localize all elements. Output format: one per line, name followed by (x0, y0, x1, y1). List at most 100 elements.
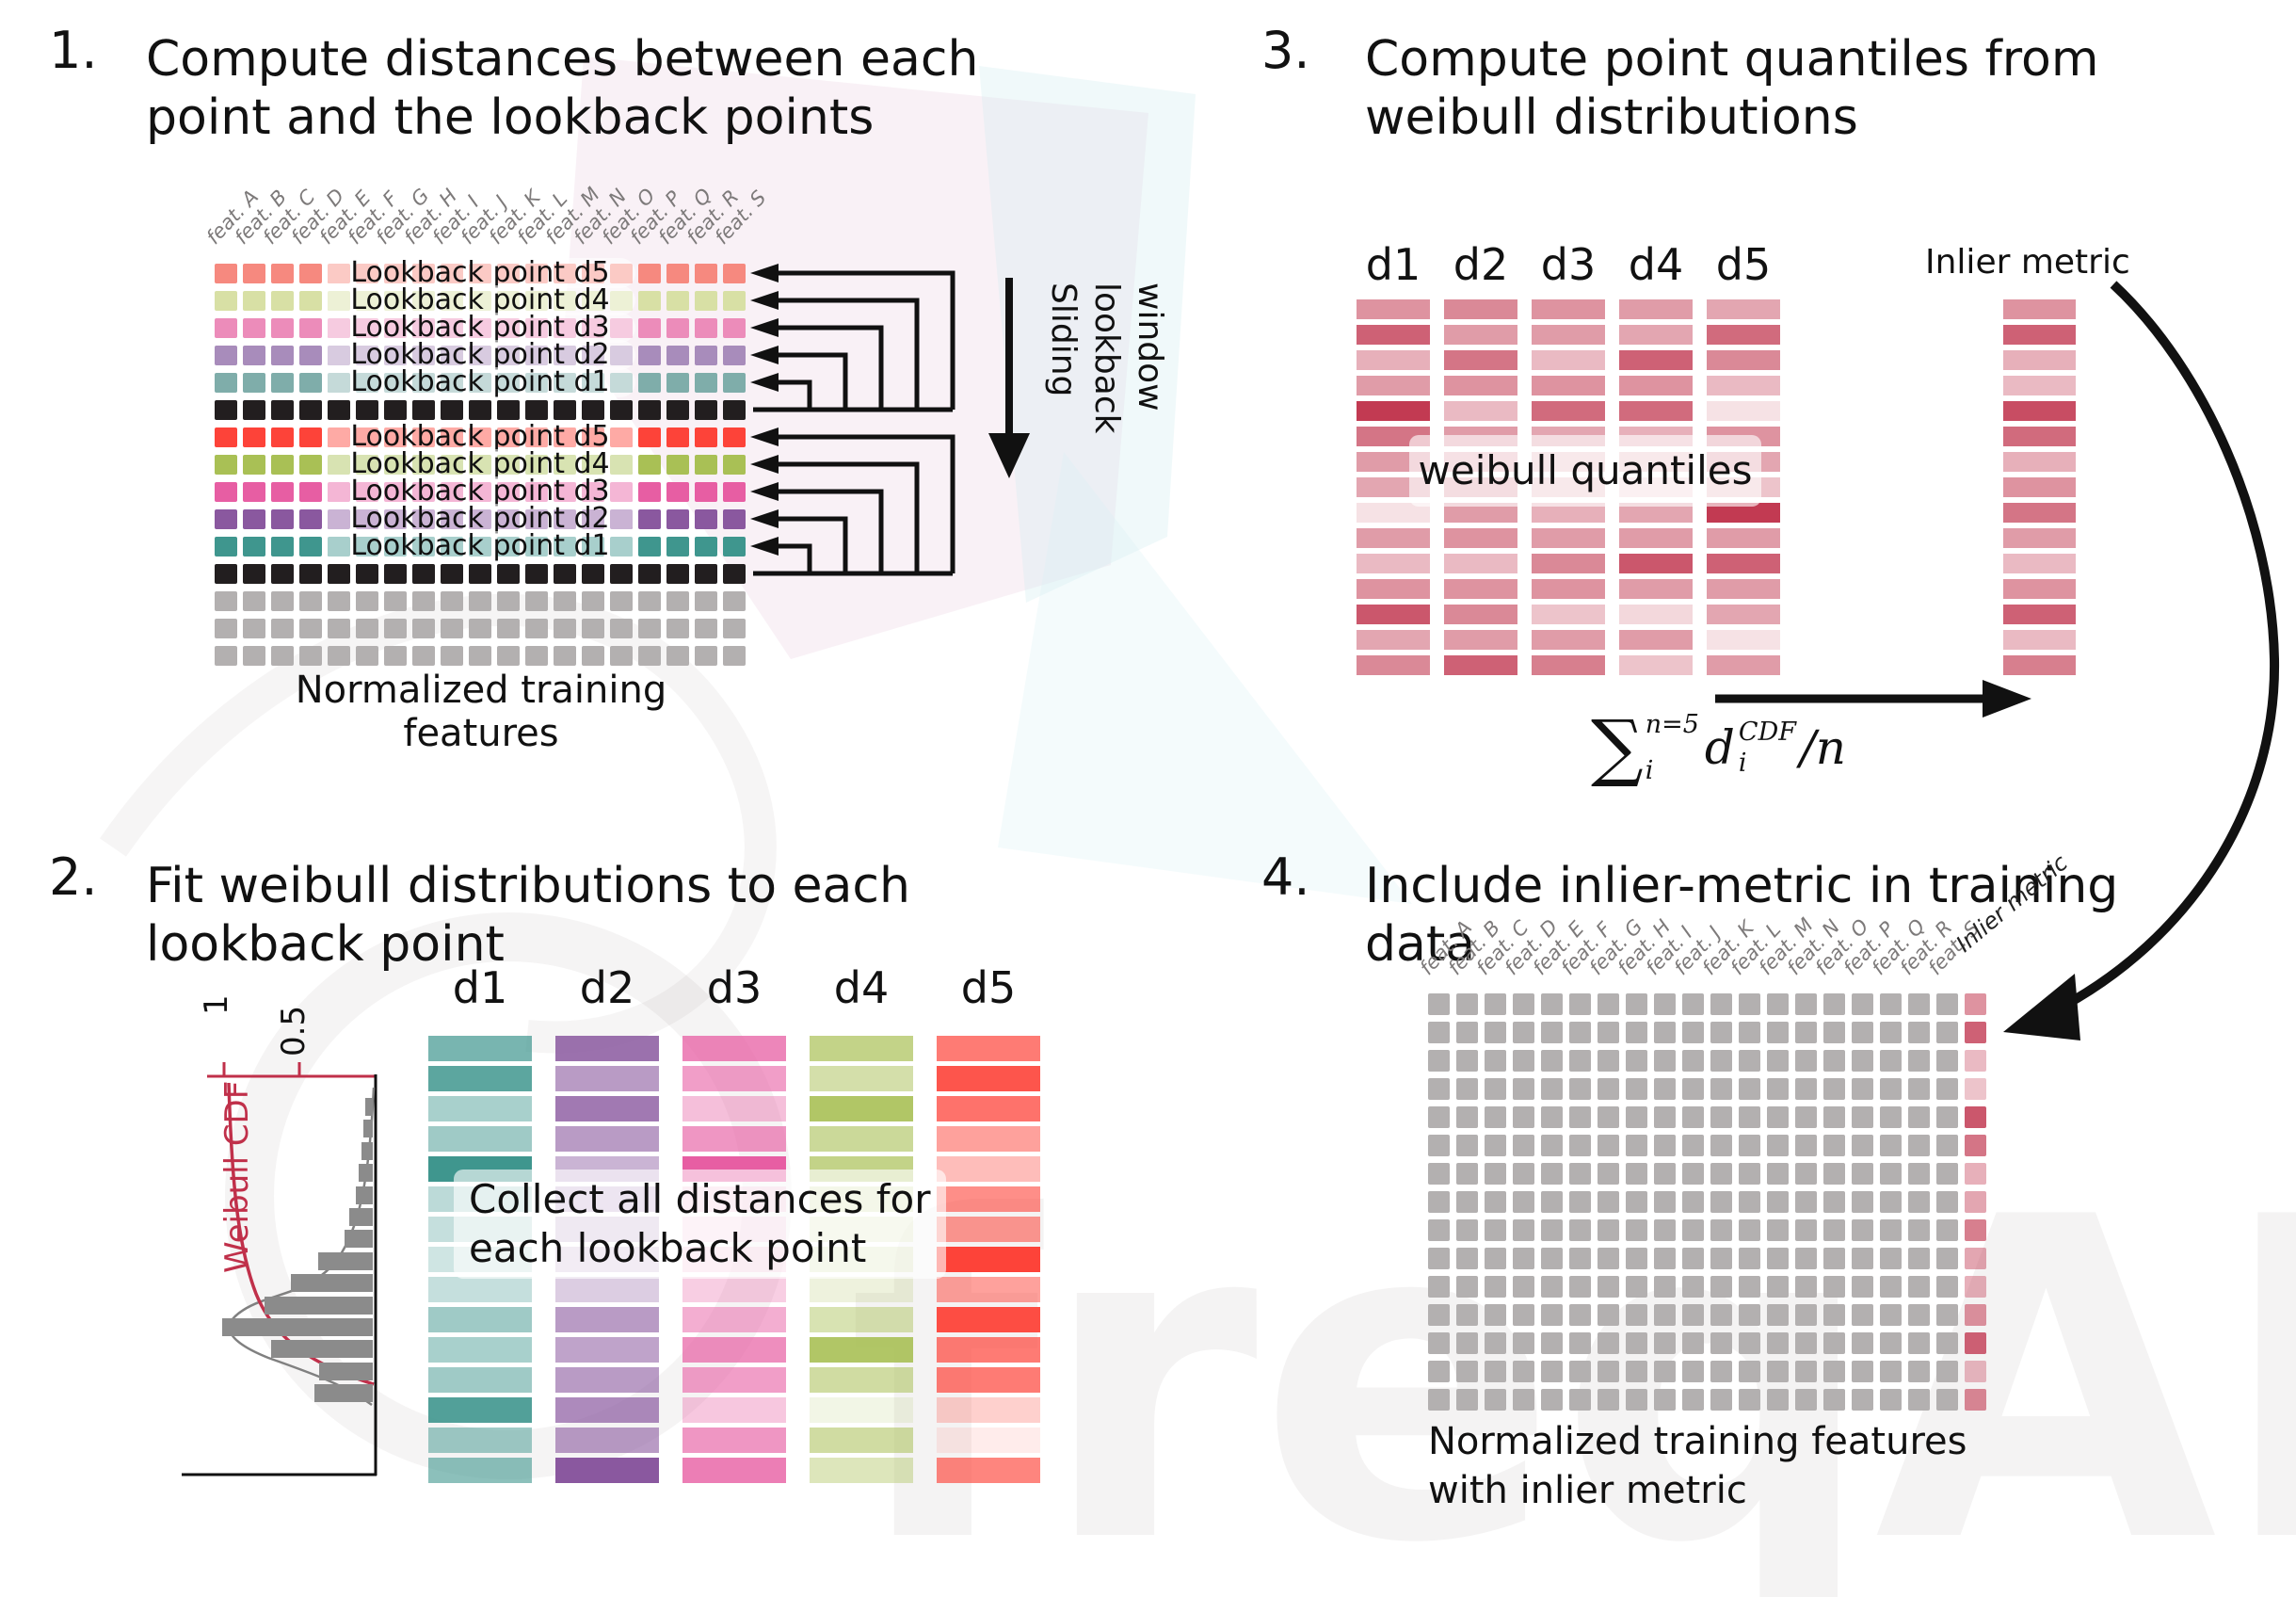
quantile-bar (1707, 528, 1780, 548)
histogram-bar (356, 1186, 373, 1204)
quantile-column-label: d1 (1365, 239, 1421, 290)
feature-cell (695, 373, 717, 393)
distance-bar (937, 1397, 1040, 1423)
quantile-bar (1619, 299, 1693, 319)
feature-cell (1936, 1248, 1958, 1269)
feature-cell (243, 400, 265, 420)
feature-cell (1654, 1050, 1676, 1072)
inlier-cell (1965, 993, 1986, 1015)
quantile-bar (1444, 299, 1517, 319)
feature-cell (1710, 1389, 1732, 1411)
feature-cell (412, 619, 435, 638)
feature-cell (1739, 1219, 1760, 1241)
distance-bar (937, 1307, 1040, 1332)
feature-cell (497, 400, 520, 420)
feature-cell (215, 591, 237, 611)
feature-cell (1626, 1248, 1647, 1269)
quantile-bar (1619, 350, 1693, 370)
feature-cell (1513, 1389, 1534, 1411)
feature-cell (299, 482, 322, 502)
feature-cell (1626, 1219, 1647, 1241)
quantile-bar (1357, 376, 1430, 395)
feature-cell (271, 591, 294, 611)
feature-cell (1682, 1163, 1704, 1185)
collect-distances-line2: each lookback point (469, 1225, 867, 1271)
feature-cell (1541, 1219, 1563, 1241)
feature-cell (215, 482, 237, 502)
step1-number: 1. (49, 21, 98, 80)
feature-cell (1456, 1022, 1478, 1043)
distance-bar (682, 1277, 786, 1302)
feature-cell (1598, 1106, 1619, 1128)
feature-cell (469, 591, 491, 611)
feature-cell (1569, 1304, 1591, 1326)
feature-cell (1456, 993, 1478, 1015)
inlier-cell (1965, 1106, 1986, 1128)
formula-sum-upper: n=5 (1645, 710, 1699, 739)
feature-cell (1767, 1135, 1789, 1156)
feature-cell (1456, 1135, 1478, 1156)
feature-cell (1852, 1050, 1873, 1072)
feature-cell (525, 564, 548, 584)
feature-cell (356, 619, 378, 638)
distance-bar (810, 1367, 913, 1393)
feature-cell (1880, 1304, 1902, 1326)
formula-tail: /n (1799, 720, 1847, 775)
feature-cell (1541, 1135, 1563, 1156)
histogram-bar (265, 1297, 373, 1315)
feature-cell (1936, 1361, 1958, 1382)
feature-cell (1936, 1078, 1958, 1100)
feature-cell (723, 564, 746, 584)
quantile-bar (1619, 655, 1693, 675)
lookback-row-label: Lookback point d4 (325, 285, 635, 315)
distance-bar (555, 1126, 659, 1152)
feature-cell (1428, 1135, 1450, 1156)
quantile-column-label: d2 (1453, 239, 1509, 290)
feature-cell (695, 537, 717, 557)
histogram-bar (318, 1252, 373, 1270)
inlier-metric-bar (2003, 630, 2076, 650)
quantile-bar (1357, 401, 1430, 421)
feature-cell (328, 564, 350, 584)
feature-cell (1654, 1191, 1676, 1213)
feature-cell (1541, 1106, 1563, 1128)
feature-cell (1428, 1022, 1450, 1043)
feature-cell (1513, 1106, 1534, 1128)
feature-cell (638, 591, 661, 611)
feature-cell (1456, 1163, 1478, 1185)
formula-sum-lower: i (1645, 756, 1654, 785)
feature-cell (1513, 1135, 1534, 1156)
quantile-bar (1357, 605, 1430, 624)
feature-cell (469, 619, 491, 638)
feature-cell (1541, 1191, 1563, 1213)
feature-cell (525, 400, 548, 420)
feature-cell (215, 537, 237, 557)
feature-cell (1654, 1389, 1676, 1411)
cdf-tick-label-1: 1 (198, 994, 235, 1015)
lookback-row-label: Lookback point d4 (325, 449, 635, 479)
feature-cell (271, 646, 294, 666)
feature-cell (638, 318, 661, 338)
feature-cell (215, 318, 237, 338)
feature-cell (1767, 1332, 1789, 1354)
feature-cell (554, 619, 576, 638)
feature-cell (1880, 993, 1902, 1015)
quantile-bar (1444, 325, 1517, 345)
feature-cell (1569, 1135, 1591, 1156)
feature-cell (1513, 1191, 1534, 1213)
feature-cell (243, 537, 265, 557)
distance-bar (937, 1458, 1040, 1483)
feature-cell (1654, 1276, 1676, 1298)
quantile-bar (1444, 503, 1517, 523)
histogram-bar (361, 1142, 373, 1160)
feature-cell (525, 619, 548, 638)
sliding-window-word: Sliding (1044, 282, 1083, 397)
histogram-bar (359, 1164, 373, 1182)
feature-cell (1428, 1332, 1450, 1354)
feature-cell (554, 400, 576, 420)
feature-cell (1598, 1191, 1619, 1213)
feature-cell (271, 291, 294, 311)
collect-distances-line1: Collect all distances for (469, 1176, 931, 1222)
step2-title: Fit weibull distributions to each lookba… (146, 857, 910, 974)
feature-cell (1823, 1332, 1845, 1354)
